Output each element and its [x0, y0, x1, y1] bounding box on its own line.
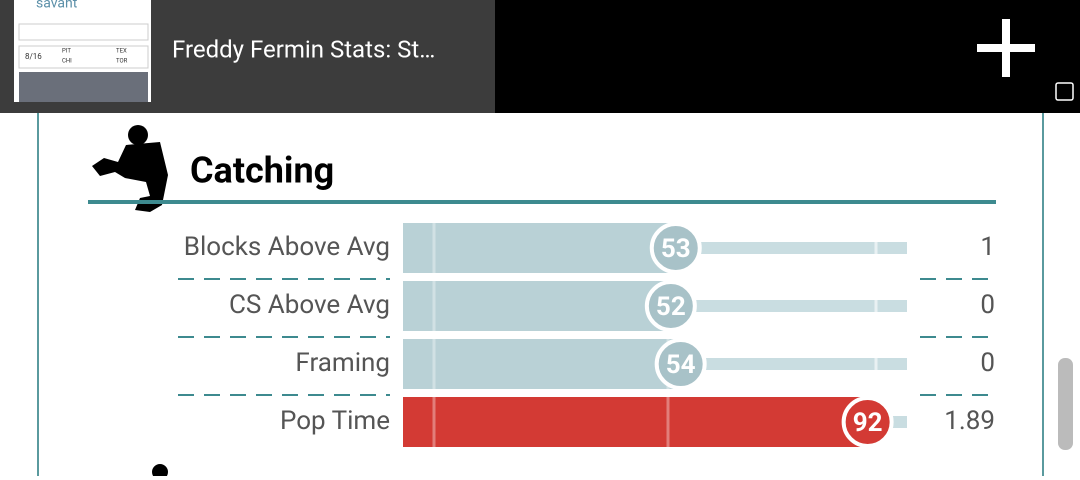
- percentile-text: 52: [656, 292, 686, 322]
- row-value: 1: [980, 232, 995, 262]
- percentile-badge: [841, 396, 894, 448]
- percentile-badge: [654, 338, 707, 390]
- percentile-bar: [403, 339, 681, 389]
- row-label: Pop Time: [280, 406, 390, 436]
- row-value: 0: [980, 348, 995, 378]
- row-value: 1.89: [944, 406, 995, 436]
- percentile-bar: [403, 397, 868, 447]
- thumb-date: 8/16: [25, 52, 42, 61]
- row-value: 0: [980, 290, 995, 320]
- thumb-team: TOR: [116, 58, 128, 65]
- thumb-brand: savant: [36, 0, 78, 12]
- catcher-icon: [152, 464, 168, 480]
- tab-title: Freddy Fermin Stats: St…: [172, 35, 435, 63]
- thumbnail: savant 8/16 PIT CHI TEX TOR: [14, 0, 151, 102]
- percentile-text: 53: [661, 234, 691, 264]
- row-label: Framing: [295, 348, 390, 378]
- percentile-bar: [403, 281, 671, 331]
- thumb-team: TEX: [116, 48, 127, 55]
- percentile-badge: [649, 222, 702, 274]
- percentile-badge: [644, 280, 697, 332]
- percentile-bar: [403, 223, 676, 273]
- scrollbar[interactable]: [1058, 358, 1073, 450]
- row-label: Blocks Above Avg: [184, 232, 390, 262]
- percentile-text: 54: [666, 350, 696, 380]
- thumb-team: PIT: [62, 48, 71, 55]
- rotate-icon[interactable]: [1055, 82, 1074, 101]
- percentile-text: 92: [853, 408, 883, 438]
- new-tab-button[interactable]: [977, 19, 1035, 77]
- row-label: CS Above Avg: [229, 290, 390, 320]
- catcher-icon: [92, 125, 168, 212]
- section-title: Catching: [190, 150, 334, 192]
- thumb-team: CHI: [62, 58, 72, 65]
